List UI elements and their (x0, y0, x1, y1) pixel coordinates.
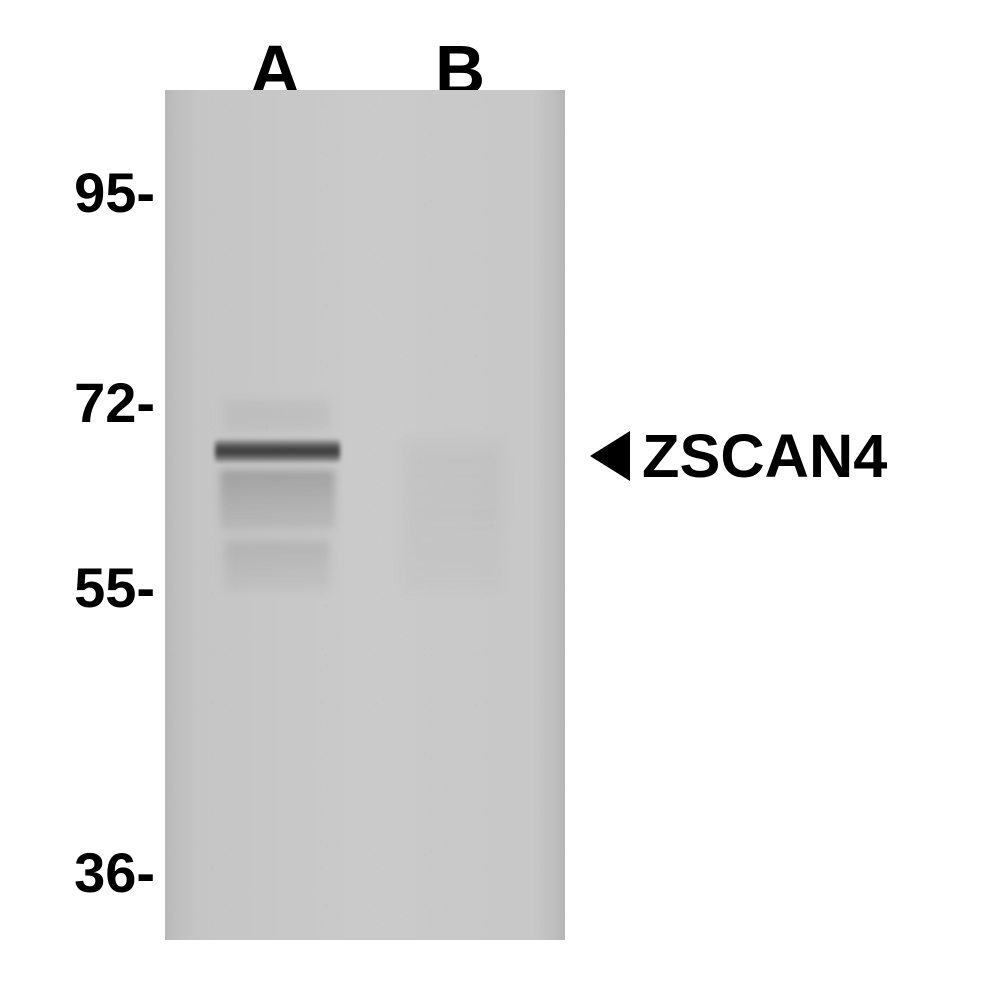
blot-membrane (165, 90, 565, 940)
marker-95: 95- (74, 160, 155, 225)
protein-name-text: ZSCAN4 (642, 420, 887, 491)
lane-a-strip (195, 90, 355, 940)
marker-55: 55- (74, 555, 155, 620)
zscan4-band (215, 440, 340, 462)
lane-b-strip (375, 90, 535, 940)
blot-figure: A B 95- 72- 55- 36- ZSCAN4 (0, 0, 1000, 1000)
marker-72: 72- (74, 370, 155, 435)
arrow-icon (590, 431, 630, 481)
lane-b-faint-signal (405, 440, 505, 590)
protein-label: ZSCAN4 (590, 420, 887, 491)
smear-band-2 (225, 540, 330, 590)
smear-band-1 (220, 470, 335, 530)
faint-upper-band (225, 400, 330, 430)
marker-36: 36- (74, 840, 155, 905)
